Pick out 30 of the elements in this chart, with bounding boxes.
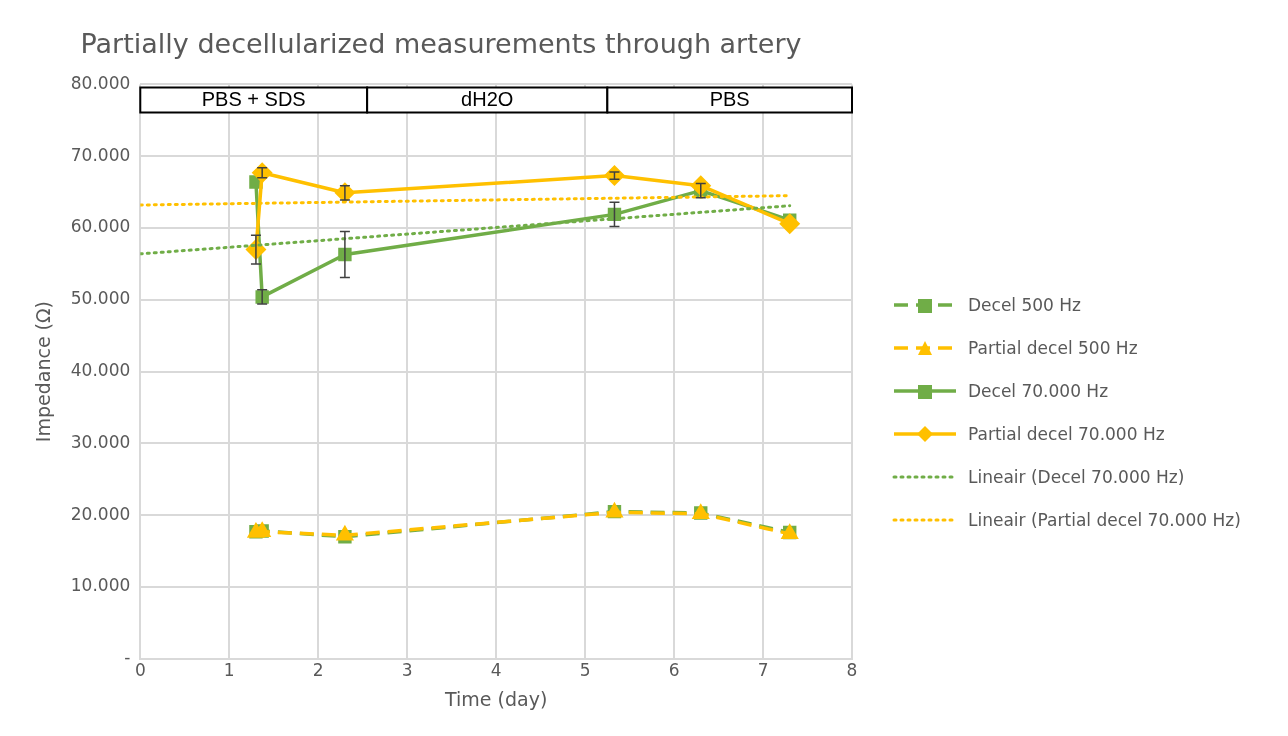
x-tick-label: 4 (490, 660, 502, 681)
x-tick-label: 3 (401, 660, 413, 681)
y-tick-label: 30.000 (70, 431, 131, 452)
y-tick-label: 60.000 (70, 216, 131, 237)
band-label: PBS (709, 88, 750, 111)
x-tick-label: 1 (223, 660, 235, 681)
y-tick-label: 10.000 (70, 575, 131, 596)
x-tick-label: 0 (134, 660, 146, 681)
x-tick-label: 2 (312, 660, 324, 681)
legend-label: Decel 70.000 Hz (968, 380, 1109, 401)
y-tick-label: 80.000 (70, 72, 131, 93)
y-tick-label: - (124, 647, 131, 668)
x-axis-title: Time (day) (443, 687, 548, 710)
chart-title: Partially decellularized measurements through artery (80, 28, 802, 60)
legend-label: Lineair (Decel 70.000 Hz) (968, 466, 1185, 487)
x-tick-label: 7 (757, 660, 769, 681)
y-tick-label: 70.000 (70, 144, 131, 165)
legend-label: Partial decel 500 Hz (968, 337, 1138, 358)
y-axis-title: Impedance (Ω) (32, 301, 55, 443)
legend-label: Lineair (Partial decel 70.000 Hz) (968, 509, 1241, 530)
legend-label: Partial decel 70.000 Hz (968, 423, 1165, 444)
band-label: dH2O (461, 88, 514, 111)
x-tick-label: 6 (668, 660, 680, 681)
y-tick-label: 40.000 (70, 360, 131, 381)
y-tick-label: 20.000 (70, 503, 131, 524)
x-tick-label: 5 (579, 660, 591, 681)
x-tick-label: 8 (846, 660, 858, 681)
band-label: PBS + SDS (201, 88, 306, 111)
y-tick-label: 50.000 (70, 288, 131, 309)
legend-label: Decel 500 Hz (968, 294, 1082, 315)
